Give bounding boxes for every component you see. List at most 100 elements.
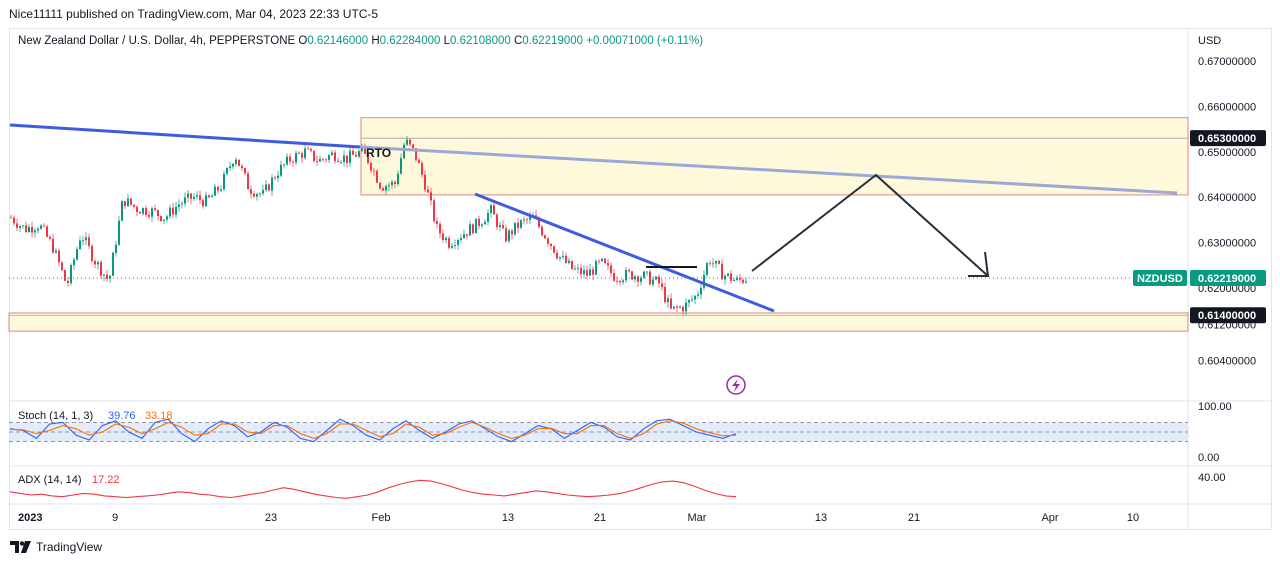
- candle: [85, 237, 87, 241]
- candle: [625, 269, 627, 281]
- candle: [277, 175, 279, 179]
- tradingview-footer[interactable]: TradingView: [10, 540, 102, 554]
- supply-demand-zone: [360, 117, 1189, 196]
- candle: [109, 275, 111, 279]
- candle: [268, 184, 270, 191]
- candle: [691, 299, 693, 301]
- candle: [727, 273, 729, 276]
- high-label: H: [371, 35, 380, 47]
- descending-trendline: [474, 192, 775, 313]
- candle: [283, 164, 285, 166]
- candle: [181, 203, 183, 205]
- candle: [337, 161, 339, 163]
- candle: [715, 260, 717, 264]
- candle: [547, 238, 549, 244]
- candle: [226, 168, 228, 174]
- long-trendline: [9, 123, 361, 149]
- projection-path: [751, 173, 989, 277]
- candle: [460, 238, 462, 240]
- candle: [28, 226, 30, 233]
- candle: [130, 198, 132, 205]
- x-tick-label: 23: [265, 512, 277, 524]
- candle: [214, 186, 216, 196]
- stoch-k-value: 39.76: [108, 410, 136, 422]
- candle: [358, 151, 360, 157]
- candle: [613, 273, 615, 281]
- candle: [256, 193, 258, 197]
- tradingview-label: TradingView: [36, 540, 103, 554]
- candle: [118, 220, 120, 245]
- candle: [646, 271, 648, 273]
- candle: [418, 159, 420, 164]
- candle: [463, 234, 465, 239]
- candle: [685, 302, 687, 312]
- adx-title[interactable]: ADX (14, 14): [18, 474, 82, 486]
- candle: [271, 177, 273, 191]
- candle: [73, 259, 75, 266]
- candle: [700, 287, 702, 295]
- candle: [175, 206, 177, 215]
- rto-annotation: RTO: [366, 146, 391, 160]
- candle: [259, 193, 261, 195]
- symbol-name[interactable]: New Zealand Dollar / U.S. Dollar, 4h, PE…: [18, 35, 296, 47]
- candle: [322, 158, 324, 160]
- candle: [91, 245, 93, 261]
- candle: [370, 162, 372, 171]
- candle: [514, 222, 516, 235]
- candle: [523, 219, 525, 221]
- candle: [490, 205, 492, 213]
- candle: [301, 153, 303, 158]
- candle: [667, 298, 669, 303]
- candle: [31, 226, 33, 233]
- candle: [160, 216, 162, 221]
- candle: [487, 212, 489, 222]
- candle: [100, 262, 102, 276]
- candle: [421, 163, 423, 175]
- candle: [106, 274, 108, 279]
- candle: [280, 164, 282, 176]
- candle: [289, 156, 291, 162]
- candle: [430, 192, 432, 201]
- symbol-badge-text: NZDUSD: [1137, 273, 1183, 285]
- candle: [565, 255, 567, 264]
- x-tick-label: 13: [502, 512, 514, 524]
- candle: [151, 208, 153, 217]
- tradingview-logo-icon: [10, 541, 31, 553]
- candle: [607, 263, 609, 266]
- candle: [388, 185, 390, 187]
- x-tick-label: Apr: [1041, 512, 1058, 524]
- candle: [148, 214, 150, 217]
- candle: [652, 279, 654, 285]
- candle: [361, 147, 363, 152]
- stoch-title[interactable]: Stoch (14, 1, 3): [18, 410, 93, 422]
- candle: [328, 155, 330, 160]
- candle: [415, 148, 417, 160]
- candle: [439, 223, 441, 234]
- publish-line: Nice11111 published on TradingView.com, …: [9, 7, 379, 21]
- symbol-line: New Zealand Dollar / U.S. Dollar, 4h, PE…: [18, 35, 703, 47]
- candle: [37, 228, 39, 231]
- candle: [346, 155, 348, 163]
- candle: [697, 294, 699, 296]
- candle: [403, 144, 405, 159]
- candle: [124, 201, 126, 207]
- candle: [742, 279, 744, 283]
- candle: [238, 159, 240, 166]
- candle: [466, 234, 468, 236]
- candle: [385, 186, 387, 191]
- candle: [694, 295, 696, 300]
- candle: [145, 207, 147, 215]
- candle: [481, 224, 483, 226]
- candle: [250, 189, 252, 194]
- candle: [517, 222, 519, 228]
- candle: [34, 230, 36, 233]
- x-tick-label: Mar: [688, 512, 707, 524]
- candle: [262, 190, 264, 194]
- long-trendline-extension: [359, 145, 1178, 195]
- candle: [292, 161, 294, 163]
- chart-frame: [9, 28, 1272, 530]
- candle: [541, 226, 543, 236]
- lightning-icon[interactable]: [726, 375, 746, 395]
- stoch-d-line: [9, 420, 737, 439]
